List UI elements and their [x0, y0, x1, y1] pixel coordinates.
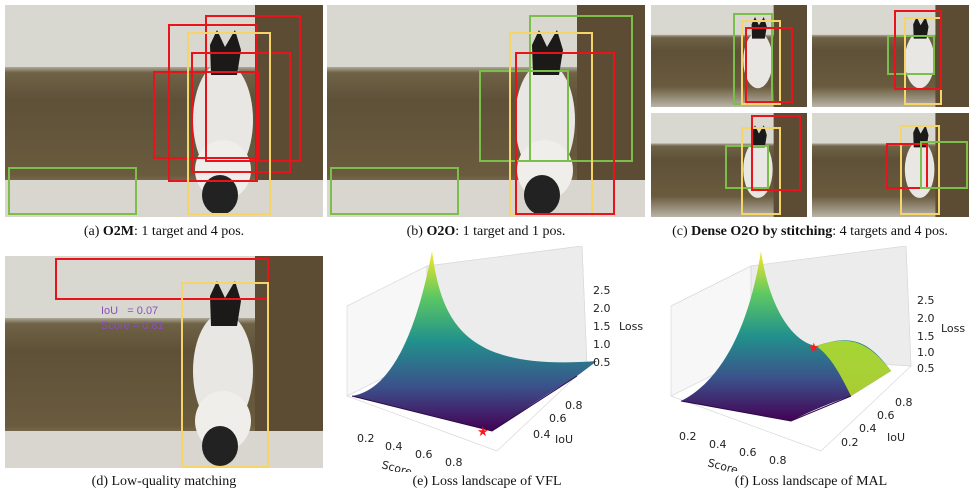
dog-photo-tile — [651, 113, 807, 217]
z-tick: 2.5 — [593, 284, 611, 297]
star-marker: ★ — [808, 341, 820, 356]
low-quality-box — [55, 258, 269, 300]
dog-photo-tile — [651, 5, 807, 107]
target-box — [181, 282, 269, 468]
y-tick: 0.6 — [877, 409, 895, 422]
y-tick: 0.8 — [565, 399, 583, 412]
negative-box — [479, 70, 569, 162]
dog-photo-scene — [812, 113, 969, 217]
negative-box — [887, 35, 935, 75]
y-tick: 0.4 — [859, 422, 877, 435]
x-tick: 0.2 — [679, 430, 697, 443]
panel-d: IoU = 0.07 Score = 0.81 — [5, 256, 323, 468]
panel-b — [327, 5, 645, 217]
caption-c-prefix: (c) — [672, 224, 692, 239]
vfl-surface — [352, 251, 597, 431]
negative-box — [529, 15, 633, 162]
caption-c: (c) Dense O2O by stitching: 4 targets an… — [651, 224, 969, 240]
caption-b: (b) O2O: 1 target and 1 pos. — [327, 224, 645, 240]
x-axis-label: Score — [380, 458, 413, 472]
negative-box — [920, 141, 968, 189]
z-axis: 2.5 2.0 1.5 1.0 0.5 Loss — [593, 284, 643, 369]
z-axis-label: Loss — [619, 320, 643, 333]
z-tick: 2.0 — [593, 302, 611, 315]
positive-box — [515, 52, 615, 215]
panel-e: ★ 2.5 2.0 1.5 1.0 0.5 Loss 0.2 0.4 0.6 0… — [327, 245, 647, 479]
panel-f: ★ 2.5 2.0 1.5 1.0 0.5 Loss 0.2 0.4 0.6 0… — [651, 245, 971, 477]
z-tick: 1.0 — [917, 346, 935, 359]
positive-box — [894, 10, 942, 90]
x-tick: 0.8 — [769, 454, 787, 467]
dog-photo — [5, 256, 323, 468]
caption-d: (d) Low-quality matching — [91, 474, 237, 489]
y-tick: 0.8 — [895, 396, 913, 409]
z-tick: 1.5 — [593, 320, 611, 333]
y-tick: 0.6 — [549, 412, 567, 425]
caption-f: (f) Loss landscape of MAL — [734, 474, 888, 489]
iou-value: IoU = 0.07 — [101, 305, 159, 317]
caption-b-rest: : 1 target and 1 pos. — [455, 224, 566, 239]
y-tick: 0.2 — [841, 436, 859, 449]
caption-a: (a) O2M: 1 target and 4 pos. — [5, 224, 323, 240]
caption-c-bold: Dense O2O by stitching — [691, 224, 833, 239]
target-box — [741, 20, 781, 105]
x-tick: 0.6 — [415, 448, 433, 461]
dog-photo-tile — [812, 113, 969, 217]
mal-surface — [681, 251, 891, 421]
positive-box — [751, 115, 801, 191]
z-axis: 2.5 2.0 1.5 1.0 0.5 Loss — [917, 294, 965, 375]
caption-a-prefix: (a) — [83, 224, 103, 239]
caption-b-prefix: (b) — [406, 224, 427, 239]
dog-photo-tile — [812, 5, 969, 107]
panel-a — [5, 5, 323, 217]
negative-box — [8, 167, 137, 215]
positive-box — [153, 71, 260, 159]
y-axis-label: IoU — [555, 433, 573, 446]
x-tick: 0.6 — [739, 446, 757, 459]
panel-c — [651, 5, 969, 217]
caption-c-rest: : 4 targets and 4 pos. — [832, 224, 948, 239]
negative-box — [330, 167, 459, 215]
z-tick: 0.5 — [917, 362, 935, 375]
target-box — [187, 32, 271, 215]
y-axis: 0.2 0.4 0.6 0.8 IoU — [841, 396, 913, 449]
x-axis-label: Score — [706, 456, 739, 472]
positive-box — [886, 143, 928, 189]
y-axis: 0.4 0.6 0.8 IoU — [533, 399, 583, 446]
y-tick: 0.4 — [533, 428, 551, 441]
x-tick: 0.8 — [445, 456, 463, 469]
caption-a-bold: O2M — [102, 224, 134, 239]
positive-box — [205, 15, 301, 162]
target-box — [900, 125, 940, 215]
caption-a-rest: : 1 target and 4 pos. — [133, 224, 245, 239]
target-box — [741, 127, 781, 215]
x-tick: 0.4 — [709, 438, 727, 451]
x-axis: 0.2 0.4 0.6 0.8 Score — [679, 430, 787, 477]
vfl-surface-chart: ★ 2.5 2.0 1.5 1.0 0.5 Loss 0.2 0.4 0.6 0… — [346, 245, 643, 479]
dog-photo-scene — [651, 5, 807, 107]
caption-b-bold: O2O — [426, 224, 456, 239]
x-axis: 0.2 0.4 0.6 0.8 Score — [357, 432, 463, 479]
caption-e: (e) Loss landscape of VFL — [412, 474, 562, 489]
dog-photo-scene — [5, 256, 323, 468]
z-axis-label: Loss — [941, 322, 965, 335]
z-tick: 2.5 — [917, 294, 935, 307]
x-tick: 0.2 — [357, 432, 375, 445]
mal-surface-chart: ★ 2.5 2.0 1.5 1.0 0.5 Loss 0.2 0.4 0.6 0… — [670, 245, 965, 477]
z-tick: 1.0 — [593, 338, 611, 351]
z-tick: 0.5 — [593, 356, 611, 369]
y-axis-label: IoU — [887, 431, 905, 444]
positive-box — [745, 27, 793, 103]
negative-box — [725, 145, 769, 189]
z-tick: 1.5 — [917, 330, 935, 343]
star-marker: ★ — [477, 425, 489, 440]
score-value: Score = 0.81 — [101, 320, 164, 332]
positive-box — [168, 24, 258, 182]
z-tick: 2.0 — [917, 312, 935, 325]
x-tick: 0.4 — [385, 440, 403, 453]
positive-box — [191, 52, 291, 173]
